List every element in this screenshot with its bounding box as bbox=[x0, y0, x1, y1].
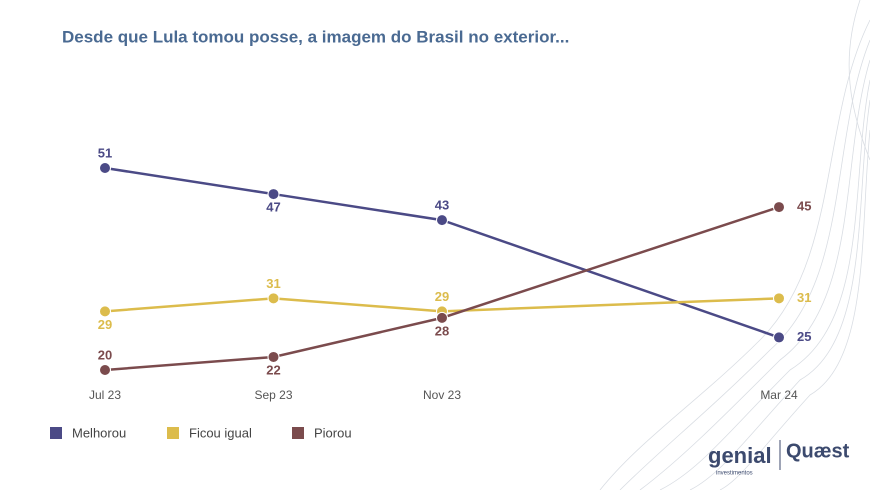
data-label: 45 bbox=[797, 199, 811, 214]
legend-label: Ficou igual bbox=[189, 425, 252, 440]
x-tick-label: Jul 23 bbox=[89, 388, 121, 402]
series-line bbox=[104, 166, 780, 339]
point bbox=[99, 162, 111, 174]
legend-swatch bbox=[292, 427, 304, 439]
data-label: 20 bbox=[98, 347, 112, 362]
decoration bbox=[599, 0, 870, 490]
data-label: 29 bbox=[98, 317, 112, 332]
data-label: 29 bbox=[435, 289, 449, 304]
point bbox=[267, 188, 280, 201]
data-label: 28 bbox=[435, 323, 449, 338]
data-label: 51 bbox=[98, 145, 112, 160]
point bbox=[436, 214, 448, 227]
data-label: 25 bbox=[797, 329, 811, 344]
series-line bbox=[104, 205, 780, 372]
x-tick-label: Mar 24 bbox=[760, 388, 798, 402]
plot: Jul 23 Sep 23 Nov 23 Mar 24 51 47 43 25 29 31 29 31… bbox=[50, 145, 811, 440]
chart-title: Desde que Lula tomou posse, a imagem do … bbox=[62, 27, 569, 46]
data-label: 22 bbox=[266, 362, 280, 377]
point bbox=[773, 292, 785, 305]
series-line bbox=[104, 297, 780, 313]
data-label: 43 bbox=[435, 198, 449, 213]
legend-label: Melhorou bbox=[72, 425, 126, 440]
data-label: 47 bbox=[266, 200, 280, 215]
point bbox=[99, 364, 111, 376]
x-tick-label: Sep 23 bbox=[254, 388, 292, 402]
logo-quaest: Quæst bbox=[786, 440, 850, 462]
data-label: 31 bbox=[797, 290, 811, 305]
logo-genial-sub: investimentos bbox=[716, 471, 753, 477]
legend-swatch bbox=[50, 427, 62, 439]
legend-swatch bbox=[167, 427, 179, 439]
point bbox=[436, 311, 448, 324]
data-label: 31 bbox=[266, 276, 280, 291]
point bbox=[773, 201, 785, 214]
logo-genial: genial bbox=[708, 443, 772, 468]
legend-label: Piorou bbox=[314, 425, 352, 440]
point bbox=[773, 331, 785, 344]
point bbox=[99, 305, 111, 318]
x-tick-label: Nov 23 bbox=[423, 388, 461, 402]
point bbox=[267, 292, 280, 305]
point bbox=[267, 350, 280, 363]
